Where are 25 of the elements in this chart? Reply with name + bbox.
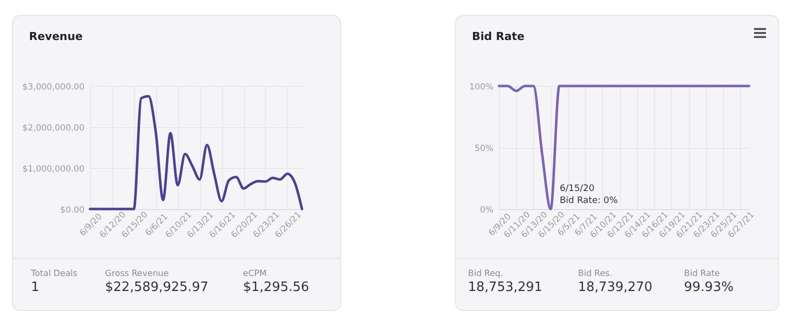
- chart-title: Bid Rate: [472, 30, 524, 43]
- text: 99.93%: [684, 280, 734, 295]
- text: 1: [31, 280, 40, 295]
- line-series: [88, 95, 304, 210]
- text: $22,589,925.97: [105, 280, 208, 295]
- text: Gross Revenue: [105, 269, 170, 279]
- text: Bid Res.: [578, 269, 614, 279]
- text: 18,753,291: [468, 280, 542, 295]
- y-tick-label: $0.00: [60, 206, 84, 216]
- y-tick-label: 0%: [480, 206, 494, 216]
- text: eCPM: [243, 269, 268, 279]
- y-tick-label: 100%: [469, 82, 494, 92]
- chart-title: Revenue: [29, 30, 83, 43]
- text: Bid Rate: [684, 269, 721, 279]
- y-tick-label: $2,000,000.00: [22, 124, 84, 134]
- text: 18,739,270: [578, 280, 652, 295]
- line-series: [498, 84, 750, 210]
- annotation: Bid Rate: 0%: [560, 196, 618, 206]
- text: $1,295.56: [243, 280, 310, 295]
- y-tick-label: $3,000,000.00: [22, 82, 84, 92]
- text: Total Deals: [31, 269, 78, 279]
- text: Bid Req.: [468, 269, 504, 279]
- y-tick-label: 50%: [474, 144, 494, 154]
- y-tick-label: $1,000,000.00: [22, 164, 84, 174]
- annotation: 6/15/20: [560, 184, 595, 194]
